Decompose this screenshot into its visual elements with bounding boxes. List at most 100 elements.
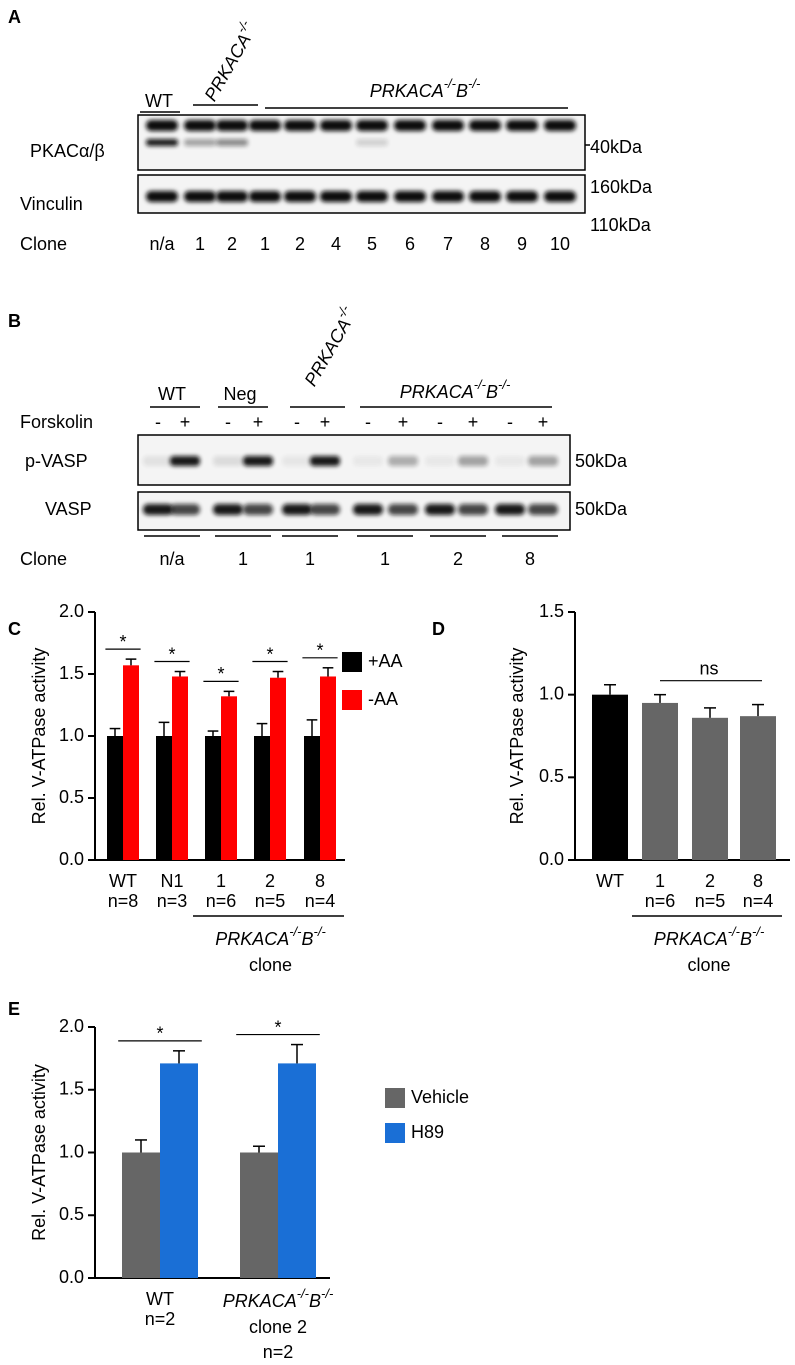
legend-label: -AA [368, 689, 398, 709]
treatment-sign: + [180, 412, 191, 432]
clone-label: n/a [149, 234, 175, 254]
genotype-superscript: -/- [498, 377, 511, 392]
row-label: Vinculin [20, 194, 83, 214]
band [469, 120, 501, 131]
panel-label: B [8, 311, 21, 331]
band [388, 456, 418, 466]
x-tick-label: 2 [265, 871, 275, 891]
y-tick-label: 1.5 [539, 601, 564, 621]
n-label: n=6 [645, 891, 676, 911]
legend-label: +AA [368, 651, 403, 671]
x-tick-label: WT [109, 871, 137, 891]
bar [160, 1063, 198, 1278]
bar [592, 694, 628, 860]
x-tick-label: N1 [160, 871, 183, 891]
bar [320, 676, 336, 860]
band [528, 456, 558, 466]
bar [304, 736, 320, 860]
genotype-gene: B [302, 929, 314, 949]
y-tick-label: 0.0 [59, 1267, 84, 1287]
n-label: n=8 [108, 891, 139, 911]
band [320, 120, 352, 131]
treatment-sign: + [468, 412, 479, 432]
band [146, 120, 178, 131]
significance-mark: * [119, 632, 126, 652]
y-tick-label: 1.5 [59, 1079, 84, 1099]
row-label: PKACα/β [30, 141, 105, 161]
treatment-label: Forskolin [20, 412, 93, 432]
x-tick-label: WT [596, 871, 624, 891]
band [216, 120, 248, 131]
band [213, 504, 243, 515]
x-tick-label: WT [146, 1289, 174, 1309]
n-label: n=6 [206, 891, 237, 911]
n-label: n=4 [305, 891, 336, 911]
x-tick-label: 1 [655, 871, 665, 891]
y-tick-label: 1.0 [59, 725, 84, 745]
bar [240, 1152, 278, 1278]
legend-swatch [385, 1123, 405, 1143]
band [353, 456, 383, 466]
bar [123, 665, 139, 860]
marker-label: 40kDa [590, 137, 643, 157]
n-label: n=2 [145, 1309, 176, 1329]
y-tick-label: 1.0 [59, 1141, 84, 1161]
band [170, 504, 200, 515]
band [458, 504, 488, 515]
genotype-gene: B [309, 1291, 321, 1311]
band [356, 191, 388, 202]
band [184, 191, 216, 202]
clone-label: 10 [550, 234, 570, 254]
legend-swatch [342, 652, 362, 672]
band [216, 139, 248, 146]
y-tick-label: 2.0 [59, 601, 84, 621]
clone-label: 1 [305, 549, 315, 569]
row-label: p-VASP [25, 451, 88, 471]
band [458, 456, 488, 466]
genotype-gene: B [486, 382, 498, 402]
band [310, 456, 340, 466]
treatment-sign: + [538, 412, 549, 432]
band [425, 504, 455, 515]
x-tick-label: 8 [753, 871, 763, 891]
y-tick-label: 0.5 [539, 766, 564, 786]
panel-label: A [8, 7, 21, 27]
band [528, 504, 558, 515]
band [170, 456, 200, 466]
y-tick-label: 1.5 [59, 663, 84, 683]
band [320, 191, 352, 202]
band [143, 456, 173, 466]
clone-label: 1 [195, 234, 205, 254]
genotype-label: PRKACA-/-B-/- [370, 76, 481, 100]
legend-label: Vehicle [411, 1087, 469, 1107]
band [356, 120, 388, 131]
significance-mark: * [274, 1017, 281, 1037]
annotation-text: ns [699, 658, 718, 678]
bar [156, 736, 172, 860]
genotype-label: PRKACA-/-B-/- [223, 1286, 334, 1310]
band [284, 120, 316, 131]
clone-label: 1 [260, 234, 270, 254]
genotype-superscript: -/- [297, 1286, 310, 1301]
genotype-superscript: -/- [314, 924, 327, 939]
genotype-superscript: -/- [444, 76, 457, 91]
clone-label: 8 [480, 234, 490, 254]
genotype-superscript: -/- [289, 924, 302, 939]
band [143, 504, 173, 515]
bar [221, 696, 237, 860]
band [282, 456, 312, 466]
bar [278, 1063, 316, 1278]
n-label: n=5 [695, 891, 726, 911]
treatment-sign: - [294, 412, 300, 432]
group-label: Neg [223, 384, 256, 404]
band [394, 191, 426, 202]
marker-label: 110kDa [590, 215, 652, 235]
genotype-gene: B [456, 81, 468, 101]
bar [254, 736, 270, 860]
x-tick-label: 8 [315, 871, 325, 891]
clone-label: 6 [405, 234, 415, 254]
genotype-superscript: -/- [728, 924, 741, 939]
band [432, 191, 464, 202]
clone-label: 2 [227, 234, 237, 254]
